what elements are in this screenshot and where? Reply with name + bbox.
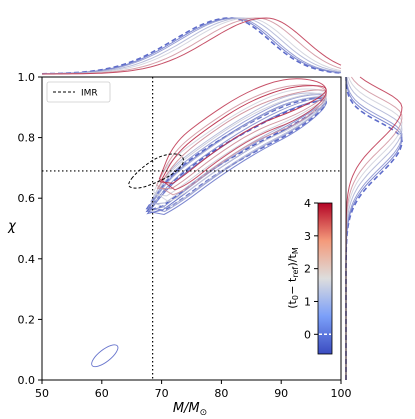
spin-marginal-panel — [345, 76, 403, 380]
spin-marginal-curve-0 — [345, 76, 403, 380]
y-tick-label: 0.6 — [18, 192, 36, 205]
colorbar-ticks: 0 1 2 3 4 — [304, 197, 318, 341]
x-tick-label: 100 — [331, 387, 352, 400]
mass-marginal-panel — [41, 17, 342, 75]
posterior-contour-5-outer — [155, 84, 327, 196]
spin-marginal-curve-1 — [345, 76, 403, 380]
spin-marginal-curve-2 — [345, 76, 403, 380]
spin-marginal-curve-4 — [345, 76, 403, 380]
y-tick-label: 1.0 — [18, 71, 36, 84]
main-axes-frame — [41, 76, 342, 381]
colorbar: 0 1 2 3 4 (t0 − tref )/tM — [286, 197, 333, 355]
mass-marginal-curve-6 — [42, 17, 342, 75]
posterior-contour-4-inner — [153, 92, 327, 197]
x-tick-label: 50 — [35, 387, 49, 400]
y-tick-label: 0.0 — [18, 374, 36, 387]
posterior-contour-island — [91, 344, 119, 368]
spin-marginal-curve-6 — [345, 76, 403, 380]
y-tick-label: 0.8 — [18, 132, 36, 145]
colorbar-tick-label: 3 — [304, 230, 311, 243]
x-tick-label: 70 — [155, 387, 169, 400]
x-axis-label: M/M⊙ — [173, 401, 207, 415]
spin-marginal-curve-5 — [345, 76, 403, 380]
y-axis-label: χ — [7, 219, 17, 234]
posterior-contour-4-outer — [153, 88, 327, 202]
colorbar-gradient — [317, 202, 333, 355]
spin-marginal-curve-3 — [345, 76, 403, 380]
x-tick-label: 80 — [214, 387, 228, 400]
x-tick-label: 60 — [95, 387, 109, 400]
legend: IMR — [46, 81, 111, 103]
colorbar-tick-label: 2 — [304, 263, 311, 276]
colorbar-tick-label: 0 — [304, 328, 311, 341]
y-axis-ticks: 0.0 0.2 0.4 0.6 0.8 1.0 — [18, 71, 42, 387]
posterior-contour-2-inner — [147, 96, 327, 212]
y-tick-label: 0.4 — [18, 253, 36, 266]
posterior-contour-6-outer — [158, 78, 327, 191]
joint-posterior-panel: 50 60 70 80 90 100 0.00.20.40.60.81.0 M/M⊙ χ … — [7, 71, 352, 418]
y-tick-label: 0.2 — [18, 313, 36, 326]
colorbar-label: (t0 − tref )/tM — [286, 247, 300, 309]
mass-marginal-curve-2 — [42, 17, 342, 75]
legend-box — [46, 81, 111, 103]
posterior-contour-5-inner — [156, 89, 327, 190]
legend-imr-label: IMR — [81, 89, 98, 99]
mass-marginal-curve-5 — [41, 17, 342, 75]
colorbar-tick-label: 1 — [304, 295, 311, 308]
posterior-contour-3-outer — [150, 92, 327, 209]
x-axis-ticks: 50 60 70 80 90 100 — [35, 380, 352, 400]
colorbar-tick-label: 4 — [304, 197, 311, 210]
x-tick-label: 90 — [274, 387, 288, 400]
imr-contour — [128, 153, 184, 189]
posterior-contour-6-inner — [159, 85, 327, 184]
